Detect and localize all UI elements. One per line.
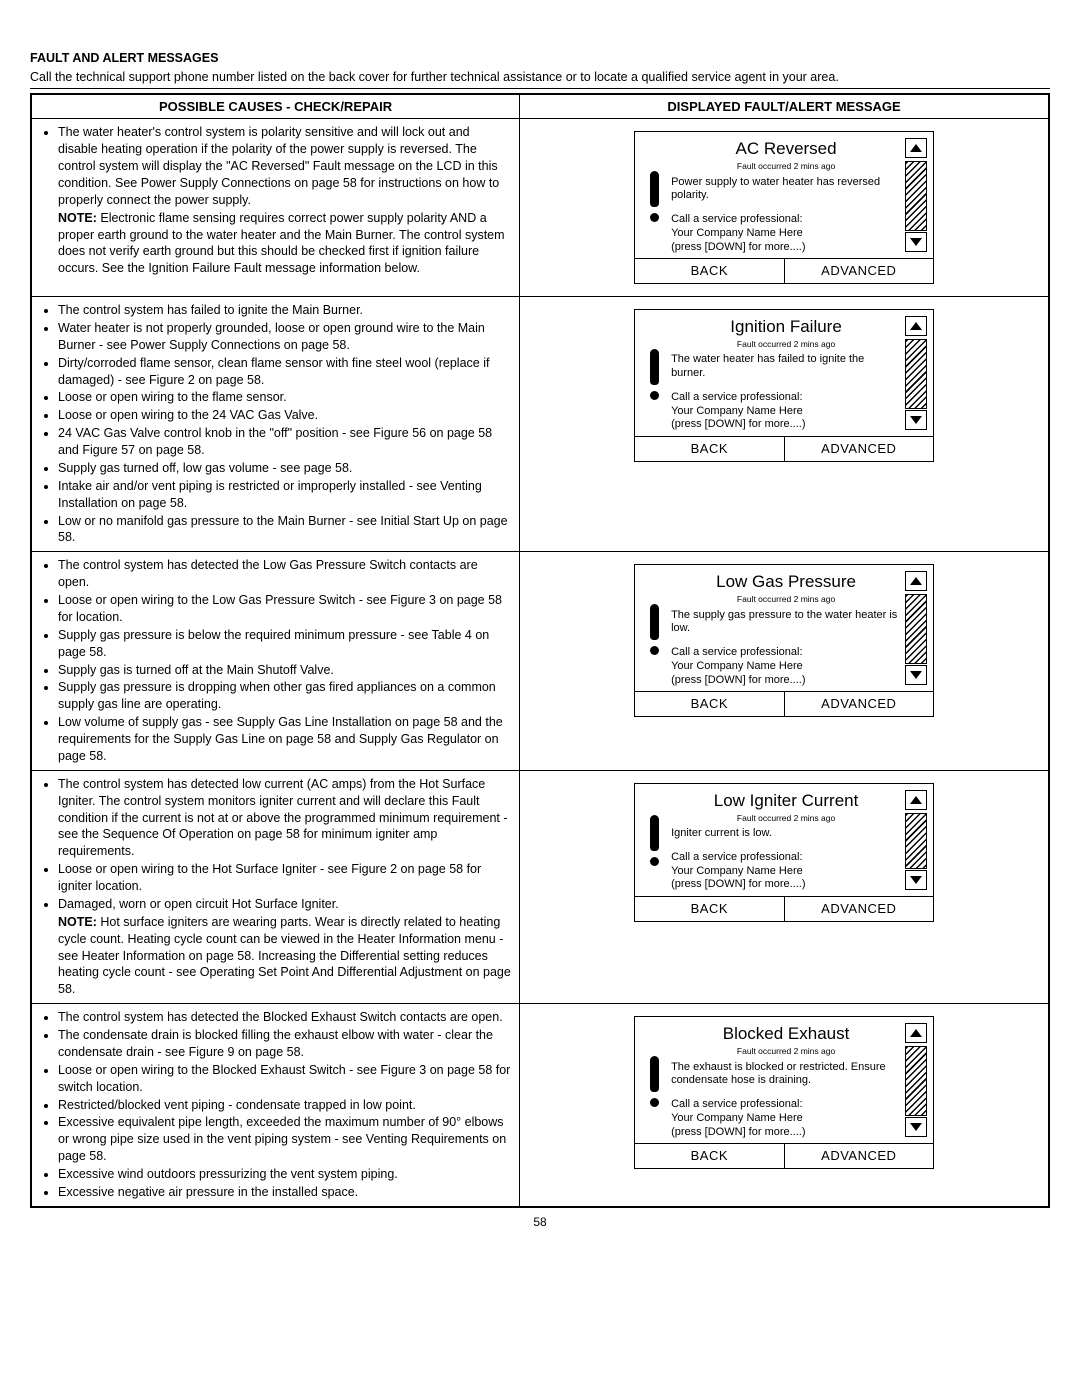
lcd-title: Ignition Failure — [671, 316, 901, 339]
down-arrow-button[interactable] — [905, 1117, 927, 1137]
lcd-call-3: (press [DOWN] for more....) — [671, 674, 901, 688]
lcd-call-3: (press [DOWN] for more....) — [671, 1126, 901, 1140]
lcd-subtitle: Fault occurred 2 mins ago — [671, 339, 901, 350]
table-row: The control system has detected low curr… — [31, 770, 1049, 1003]
table-row: The control system has detected the Bloc… — [31, 1004, 1049, 1207]
lcd-call-1: Call a service professional: — [671, 1098, 901, 1112]
lcd-call-2: Your Company Name Here — [671, 1112, 901, 1126]
lcd-title: Blocked Exhaust — [671, 1023, 901, 1046]
page-number: 58 — [30, 1214, 1050, 1230]
back-button[interactable]: BACK — [635, 897, 785, 921]
lcd-call-1: Call a service professional: — [671, 851, 901, 865]
table-row: The control system has detected the Low … — [31, 552, 1049, 771]
display-cell: Low Gas Pressure Fault occurred 2 mins a… — [520, 552, 1049, 771]
table-row: The control system has failed to ignite … — [31, 297, 1049, 552]
lcd-message: The water heater has failed to ignite th… — [671, 353, 901, 381]
down-arrow-button[interactable] — [905, 410, 927, 430]
lcd-title: Low Igniter Current — [671, 790, 901, 813]
scroll-track — [905, 594, 927, 664]
up-arrow-button[interactable] — [905, 571, 927, 591]
back-button[interactable]: BACK — [635, 1144, 785, 1168]
lcd-panel: Low Igniter Current Fault occurred 2 min… — [634, 783, 934, 922]
lcd-scroll-group — [905, 138, 927, 254]
header-causes: POSSIBLE CAUSES - CHECK/REPAIR — [31, 94, 520, 119]
section-title: FAULT AND ALERT MESSAGES — [30, 50, 1050, 67]
lcd-subtitle: Fault occurred 2 mins ago — [671, 161, 901, 172]
lcd-call-1: Call a service professional: — [671, 213, 901, 227]
advanced-button[interactable]: ADVANCED — [785, 692, 934, 716]
lcd-call-2: Your Company Name Here — [671, 660, 901, 674]
lcd-call-1: Call a service professional: — [671, 391, 901, 405]
causes-cell: The control system has detected low curr… — [31, 770, 520, 1003]
lcd-title: AC Reversed — [671, 138, 901, 161]
advanced-button[interactable]: ADVANCED — [785, 897, 934, 921]
lcd-panel: AC Reversed Fault occurred 2 mins ago Po… — [634, 131, 934, 284]
up-arrow-button[interactable] — [905, 1023, 927, 1043]
display-cell: Blocked Exhaust Fault occurred 2 mins ag… — [520, 1004, 1049, 1207]
lcd-scroll-group — [905, 571, 927, 687]
causes-cell: The control system has detected the Low … — [31, 552, 520, 771]
scroll-track — [905, 339, 927, 409]
up-arrow-button[interactable] — [905, 790, 927, 810]
down-arrow-button[interactable] — [905, 232, 927, 252]
header-display: DISPLAYED FAULT/ALERT MESSAGE — [520, 94, 1049, 119]
advanced-button[interactable]: ADVANCED — [785, 259, 934, 283]
lcd-call-3: (press [DOWN] for more....) — [671, 418, 901, 432]
lcd-scroll-group — [905, 316, 927, 432]
lcd-call-block: Call a service professional: Your Compan… — [671, 213, 901, 254]
advanced-button[interactable]: ADVANCED — [785, 1144, 934, 1168]
up-arrow-button[interactable] — [905, 138, 927, 158]
lcd-call-3: (press [DOWN] for more....) — [671, 241, 901, 255]
table-row: The water heater's control system is pol… — [31, 119, 1049, 297]
lcd-call-3: (press [DOWN] for more....) — [671, 878, 901, 892]
alert-icon — [641, 790, 667, 892]
lcd-panel: Low Gas Pressure Fault occurred 2 mins a… — [634, 564, 934, 717]
lcd-call-2: Your Company Name Here — [671, 227, 901, 241]
lcd-subtitle: Fault occurred 2 mins ago — [671, 813, 901, 824]
lcd-scroll-group — [905, 1023, 927, 1139]
lcd-message: Power supply to water heater has reverse… — [671, 176, 901, 204]
lcd-subtitle: Fault occurred 2 mins ago — [671, 1046, 901, 1057]
advanced-button[interactable]: ADVANCED — [785, 437, 934, 461]
scroll-track — [905, 1046, 927, 1116]
display-cell: Low Igniter Current Fault occurred 2 min… — [520, 770, 1049, 1003]
down-arrow-button[interactable] — [905, 665, 927, 685]
lcd-message: The exhaust is blocked or restricted. En… — [671, 1061, 901, 1089]
causes-cell: The water heater's control system is pol… — [31, 119, 520, 297]
back-button[interactable]: BACK — [635, 437, 785, 461]
lcd-message: Igniter current is low. — [671, 827, 901, 841]
alert-icon — [641, 571, 667, 687]
lcd-call-block: Call a service professional: Your Compan… — [671, 391, 901, 432]
up-arrow-button[interactable] — [905, 316, 927, 336]
alert-icon — [641, 316, 667, 432]
down-arrow-button[interactable] — [905, 870, 927, 890]
lcd-message: The supply gas pressure to the water hea… — [671, 609, 901, 637]
causes-cell: The control system has detected the Bloc… — [31, 1004, 520, 1207]
causes-cell: The control system has failed to ignite … — [31, 297, 520, 552]
scroll-track — [905, 161, 927, 231]
lcd-call-block: Call a service professional: Your Compan… — [671, 646, 901, 687]
back-button[interactable]: BACK — [635, 259, 785, 283]
back-button[interactable]: BACK — [635, 692, 785, 716]
lcd-subtitle: Fault occurred 2 mins ago — [671, 594, 901, 605]
alert-icon — [641, 1023, 667, 1139]
lcd-call-1: Call a service professional: — [671, 646, 901, 660]
intro-text: Call the technical support phone number … — [30, 69, 1050, 89]
lcd-call-2: Your Company Name Here — [671, 405, 901, 419]
lcd-call-block: Call a service professional: Your Compan… — [671, 851, 901, 892]
lcd-panel: Blocked Exhaust Fault occurred 2 mins ag… — [634, 1016, 934, 1169]
lcd-call-block: Call a service professional: Your Compan… — [671, 1098, 901, 1139]
lcd-panel: Ignition Failure Fault occurred 2 mins a… — [634, 309, 934, 462]
display-cell: Ignition Failure Fault occurred 2 mins a… — [520, 297, 1049, 552]
lcd-call-2: Your Company Name Here — [671, 865, 901, 879]
display-cell: AC Reversed Fault occurred 2 mins ago Po… — [520, 119, 1049, 297]
lcd-scroll-group — [905, 790, 927, 892]
alert-icon — [641, 138, 667, 254]
fault-table: POSSIBLE CAUSES - CHECK/REPAIR DISPLAYED… — [30, 93, 1050, 1208]
lcd-title: Low Gas Pressure — [671, 571, 901, 594]
scroll-track — [905, 813, 927, 869]
